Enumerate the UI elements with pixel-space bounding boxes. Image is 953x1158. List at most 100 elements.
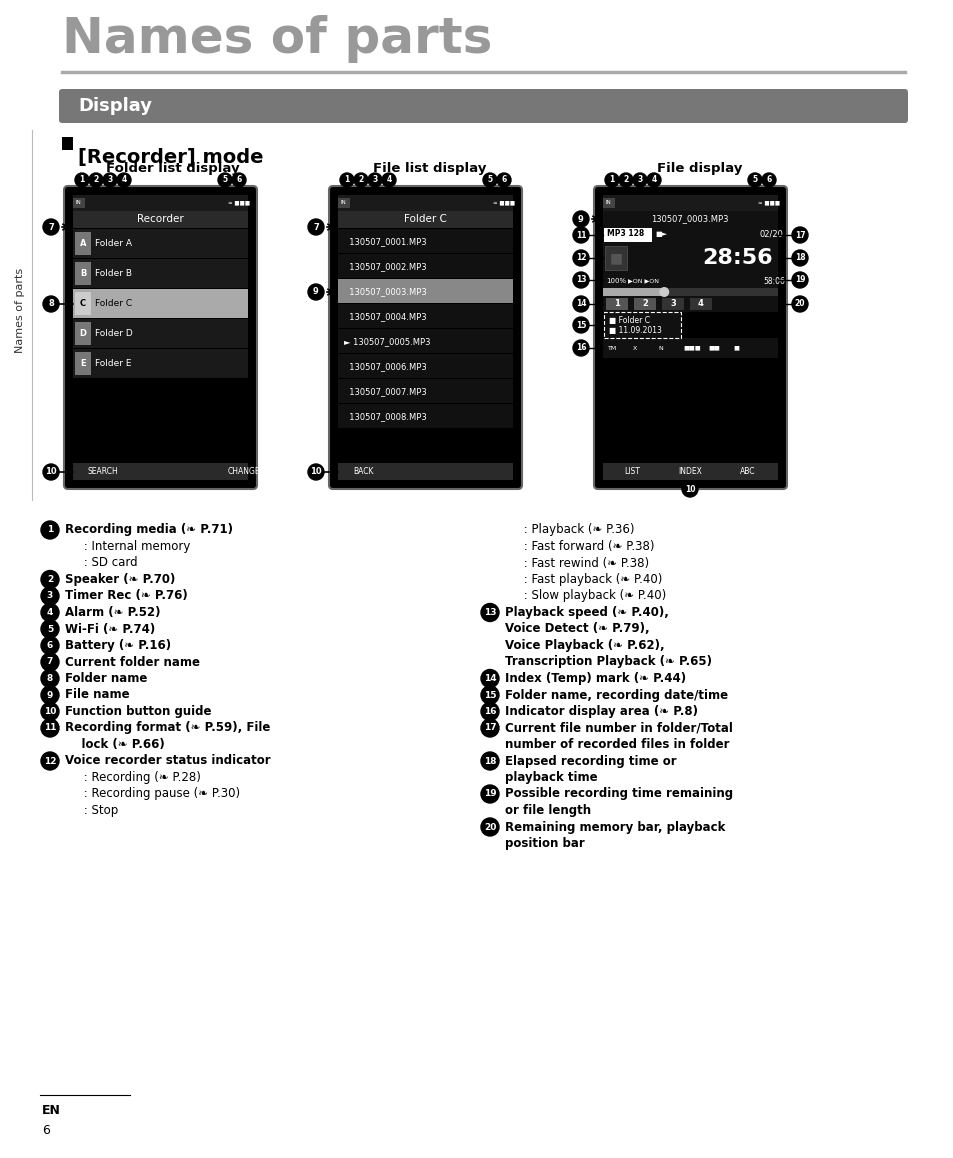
Text: Wi-Fi (❧ P.74): Wi-Fi (❧ P.74)	[65, 623, 155, 636]
Text: Possible recording time remaining: Possible recording time remaining	[504, 787, 732, 800]
Circle shape	[573, 250, 588, 266]
Text: 18: 18	[483, 756, 496, 765]
Bar	[337, 329, 513, 353]
Text: 6: 6	[501, 176, 506, 184]
Text: or file length: or file length	[504, 804, 591, 818]
Text: : Fast rewind (❧ P.38): : Fast rewind (❧ P.38)	[504, 557, 648, 570]
Circle shape	[791, 227, 807, 243]
Text: Display: Display	[78, 97, 152, 115]
Text: File list display: File list display	[373, 162, 486, 175]
Text: ▶ON ▶ON: ▶ON ▶ON	[627, 279, 659, 284]
Text: 130507_0004.MP3: 130507_0004.MP3	[344, 313, 426, 322]
Bar	[337, 463, 513, 481]
Text: Folder E: Folder E	[95, 359, 132, 368]
Text: IN: IN	[76, 200, 82, 205]
Circle shape	[573, 296, 588, 312]
Text: Folder C: Folder C	[403, 214, 446, 223]
Text: Transcription Playback (❧ P.65): Transcription Playback (❧ P.65)	[504, 655, 711, 668]
Circle shape	[747, 173, 761, 186]
Circle shape	[41, 637, 59, 654]
Circle shape	[480, 752, 498, 770]
Text: Voice Detect (❧ P.79),: Voice Detect (❧ P.79),	[504, 623, 649, 636]
Circle shape	[368, 173, 381, 186]
Text: 1: 1	[47, 526, 53, 535]
Text: lock (❧ P.66): lock (❧ P.66)	[65, 738, 165, 752]
Text: 8: 8	[47, 674, 53, 683]
Text: 4: 4	[698, 300, 703, 308]
Text: Folder name, recording date/time: Folder name, recording date/time	[504, 689, 727, 702]
Text: : Playback (❧ P.36): : Playback (❧ P.36)	[504, 523, 634, 536]
Text: Indicator display area (❧ P.8): Indicator display area (❧ P.8)	[504, 705, 698, 718]
Text: Speaker (❧ P.70): Speaker (❧ P.70)	[65, 573, 175, 586]
Text: MP3 128: MP3 128	[606, 229, 643, 239]
Circle shape	[41, 752, 59, 770]
Text: Names of parts: Names of parts	[62, 15, 492, 63]
Text: 13: 13	[576, 276, 586, 285]
Circle shape	[497, 173, 511, 186]
Text: 02/20: 02/20	[760, 229, 783, 239]
Text: 18: 18	[794, 254, 804, 263]
Bar	[604, 245, 626, 270]
Circle shape	[89, 173, 103, 186]
Text: : SD card: : SD card	[65, 557, 137, 570]
Circle shape	[308, 284, 324, 300]
Text: 7: 7	[48, 222, 53, 232]
Text: File display: File display	[657, 162, 741, 175]
Circle shape	[646, 173, 660, 186]
Bar	[602, 243, 778, 273]
Text: 1: 1	[344, 176, 349, 184]
Text: 3: 3	[108, 176, 112, 184]
Text: SEARCH: SEARCH	[88, 468, 118, 476]
Bar	[689, 298, 711, 310]
Bar	[602, 227, 778, 243]
Circle shape	[604, 173, 618, 186]
Bar	[73, 211, 248, 228]
Text: ■►: ■►	[655, 230, 666, 237]
Circle shape	[232, 173, 246, 186]
Text: : Fast forward (❧ P.38): : Fast forward (❧ P.38)	[504, 540, 654, 554]
Text: ■: ■	[732, 345, 739, 351]
FancyBboxPatch shape	[603, 312, 680, 338]
Text: Recording media (❧ P.71): Recording media (❧ P.71)	[65, 523, 233, 536]
Text: 130507_0003.MP3: 130507_0003.MP3	[344, 287, 426, 296]
Bar	[73, 259, 248, 288]
Text: EN: EN	[42, 1104, 61, 1116]
Text: 15: 15	[483, 690, 496, 699]
Text: E: E	[80, 359, 86, 368]
Text: 2: 2	[641, 300, 647, 308]
Text: 130507_0001.MP3: 130507_0001.MP3	[344, 237, 426, 247]
Text: 1: 1	[79, 176, 85, 184]
Circle shape	[791, 296, 807, 312]
Bar	[337, 195, 513, 211]
Bar	[337, 279, 513, 303]
Text: ■ Folder C: ■ Folder C	[608, 315, 649, 324]
Circle shape	[41, 669, 59, 688]
Text: Alarm (❧ P.52): Alarm (❧ P.52)	[65, 606, 160, 620]
Text: 4: 4	[386, 176, 392, 184]
Text: : Stop: : Stop	[65, 804, 118, 818]
Circle shape	[480, 719, 498, 736]
Text: 100%: 100%	[605, 278, 625, 284]
Text: X: X	[633, 345, 637, 351]
Text: 16: 16	[576, 344, 586, 352]
Text: Remaining memory bar, playback: Remaining memory bar, playback	[504, 821, 724, 834]
Circle shape	[308, 464, 324, 481]
Text: Folder name: Folder name	[65, 672, 147, 686]
Text: 6: 6	[47, 642, 53, 650]
Bar	[337, 254, 513, 278]
Text: N: N	[658, 345, 662, 351]
Text: 130507_0003.MP3: 130507_0003.MP3	[651, 214, 728, 223]
Bar	[75, 292, 91, 315]
Bar	[75, 262, 91, 285]
Text: IN: IN	[340, 200, 346, 205]
Circle shape	[354, 173, 368, 186]
Circle shape	[573, 272, 588, 288]
Text: 4: 4	[121, 176, 127, 184]
Text: ► 130507_0005.MP3: ► 130507_0005.MP3	[344, 337, 430, 346]
FancyBboxPatch shape	[59, 89, 907, 123]
Text: [Recorder] mode: [Recorder] mode	[78, 147, 263, 167]
Text: 14: 14	[576, 300, 586, 308]
Text: ■■: ■■	[707, 345, 719, 351]
Text: 3: 3	[372, 176, 377, 184]
Circle shape	[480, 669, 498, 688]
